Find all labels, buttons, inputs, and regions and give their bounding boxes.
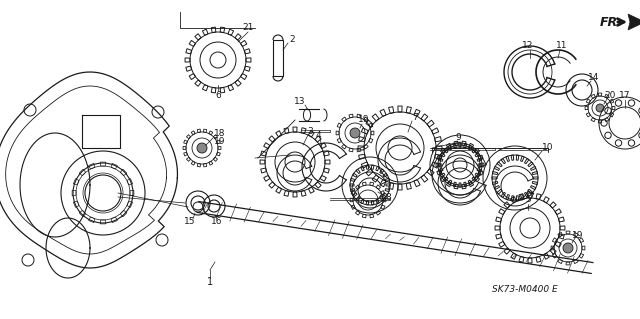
Text: 18: 18 — [214, 130, 226, 138]
Text: 16: 16 — [211, 218, 223, 226]
Text: 1: 1 — [207, 277, 213, 287]
Text: 19: 19 — [358, 115, 370, 124]
Text: 6: 6 — [215, 91, 221, 100]
Text: 14: 14 — [588, 73, 600, 83]
Circle shape — [350, 128, 360, 138]
Text: 5: 5 — [525, 196, 531, 204]
Text: 15: 15 — [184, 218, 196, 226]
Text: 4: 4 — [315, 130, 321, 139]
Text: 21: 21 — [243, 24, 253, 33]
Text: 3: 3 — [307, 128, 313, 137]
Text: SK73-M0400 E: SK73-M0400 E — [492, 286, 558, 294]
Text: 19: 19 — [572, 231, 584, 240]
Text: 12: 12 — [522, 41, 534, 50]
Text: 20: 20 — [604, 92, 616, 100]
Circle shape — [596, 104, 604, 112]
Text: 13: 13 — [294, 98, 306, 107]
Text: 10: 10 — [542, 144, 554, 152]
Text: 11: 11 — [556, 41, 568, 50]
Circle shape — [197, 143, 207, 153]
Text: 7: 7 — [412, 114, 418, 122]
Text: 8: 8 — [385, 192, 391, 202]
Text: 9: 9 — [455, 133, 461, 143]
Text: 19: 19 — [214, 137, 226, 146]
Polygon shape — [628, 14, 640, 30]
Text: 17: 17 — [620, 92, 631, 100]
Text: FR.: FR. — [600, 16, 623, 28]
Circle shape — [563, 243, 573, 253]
Text: 2: 2 — [289, 35, 295, 44]
